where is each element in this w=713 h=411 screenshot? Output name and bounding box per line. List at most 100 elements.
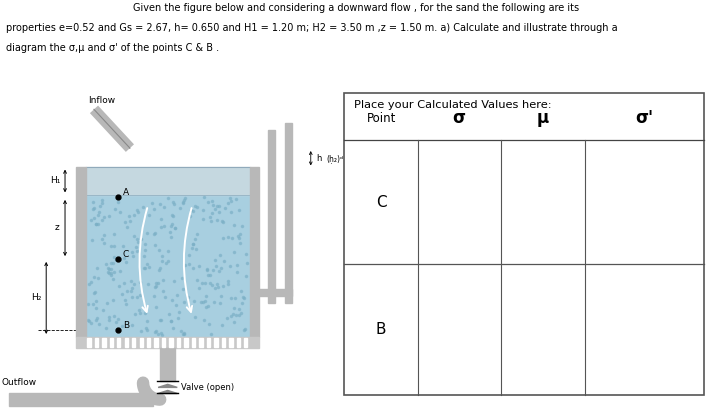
Point (235, 309, 247, 316)
Point (123, 212, 135, 219)
Point (217, 283, 228, 289)
Text: Place your Calculated Values here:: Place your Calculated Values here: (354, 100, 551, 111)
Point (132, 239, 143, 245)
Point (179, 330, 190, 336)
Point (184, 212, 195, 219)
Point (125, 218, 136, 225)
Point (170, 225, 181, 231)
Point (226, 234, 237, 241)
Point (162, 248, 173, 254)
Point (126, 249, 138, 255)
Bar (125, 337, 128, 347)
Point (204, 213, 215, 220)
Point (108, 260, 119, 267)
Text: Outflow: Outflow (1, 378, 37, 387)
Point (105, 260, 116, 266)
Bar (86, 195, 250, 337)
Point (118, 280, 130, 287)
Point (211, 217, 222, 223)
Point (207, 267, 218, 274)
Text: C: C (123, 250, 129, 259)
Point (106, 242, 117, 249)
Bar (9, 393, 153, 406)
Point (91, 317, 102, 323)
Point (150, 304, 162, 310)
Point (111, 319, 122, 325)
Point (188, 208, 199, 215)
Point (192, 204, 203, 210)
Point (82, 317, 93, 323)
Point (178, 299, 190, 306)
Bar (76, 167, 86, 337)
Point (89, 289, 101, 295)
Point (166, 212, 178, 218)
Point (158, 277, 169, 283)
Point (115, 208, 126, 215)
Point (92, 275, 103, 282)
Text: σ: σ (453, 109, 466, 127)
Bar (192, 337, 195, 347)
Point (106, 270, 117, 276)
Point (111, 256, 122, 263)
Point (213, 203, 225, 210)
Text: z: z (55, 224, 60, 233)
Bar (170, 337, 173, 347)
Point (198, 194, 210, 201)
Point (134, 309, 145, 316)
Point (103, 270, 115, 276)
Bar (117, 337, 120, 347)
Point (216, 322, 227, 328)
Point (162, 257, 173, 264)
Point (130, 310, 141, 317)
Point (199, 316, 210, 323)
Point (148, 293, 160, 300)
Point (102, 265, 113, 271)
Point (233, 305, 245, 312)
Point (210, 257, 221, 263)
Bar (160, 348, 175, 381)
Point (177, 275, 188, 282)
Bar (155, 337, 158, 347)
Point (143, 263, 155, 270)
Text: diagram the σ,μ and σ' of the points C & B .: diagram the σ,μ and σ' of the points C &… (6, 43, 219, 53)
Bar (110, 337, 113, 347)
Point (126, 294, 138, 300)
Point (194, 284, 205, 291)
Point (101, 325, 112, 331)
Bar (250, 167, 260, 337)
Point (156, 253, 168, 260)
Point (153, 247, 165, 253)
Point (221, 315, 232, 321)
Point (128, 233, 139, 239)
Polygon shape (158, 390, 178, 393)
Point (171, 291, 183, 298)
Point (193, 263, 205, 270)
Point (118, 242, 129, 249)
Point (202, 302, 214, 309)
Point (210, 284, 221, 291)
Point (225, 198, 237, 205)
Point (163, 195, 174, 202)
Text: B: B (123, 321, 129, 330)
Point (131, 294, 143, 300)
Point (186, 245, 198, 252)
Point (189, 203, 200, 209)
Point (234, 207, 245, 214)
Bar (269, 165, 274, 302)
Point (154, 265, 165, 271)
Point (156, 258, 168, 264)
Point (190, 236, 201, 242)
Point (140, 303, 151, 310)
Point (222, 200, 234, 206)
Point (140, 241, 151, 247)
Point (230, 294, 241, 301)
Bar (140, 337, 143, 347)
Point (166, 297, 178, 304)
Point (101, 300, 113, 306)
Point (135, 328, 147, 335)
Point (160, 294, 171, 300)
Point (205, 331, 217, 337)
Bar (95, 337, 98, 347)
Point (139, 246, 150, 253)
Point (212, 283, 224, 290)
